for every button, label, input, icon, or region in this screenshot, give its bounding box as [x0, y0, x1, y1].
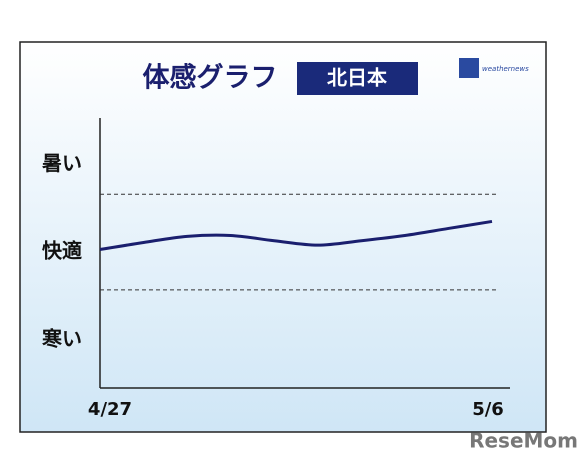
region-label: 北日本: [327, 66, 387, 90]
watermark: ReseMom: [469, 429, 578, 453]
chart-frame: [19, 41, 547, 433]
line-series: [99, 219, 493, 251]
y-tick-label: 暑い: [42, 151, 82, 175]
x-tick-label: 5/6: [472, 399, 504, 420]
y-tick-label: 快適: [42, 239, 82, 263]
chart-title: 体感グラフ: [143, 62, 278, 94]
region-badge: [297, 62, 418, 95]
logo-icon: [459, 58, 479, 78]
logo-text: weathernews: [482, 65, 529, 73]
x-tick-label: 4/27: [88, 399, 132, 420]
y-tick-label: 寒い: [42, 326, 82, 350]
